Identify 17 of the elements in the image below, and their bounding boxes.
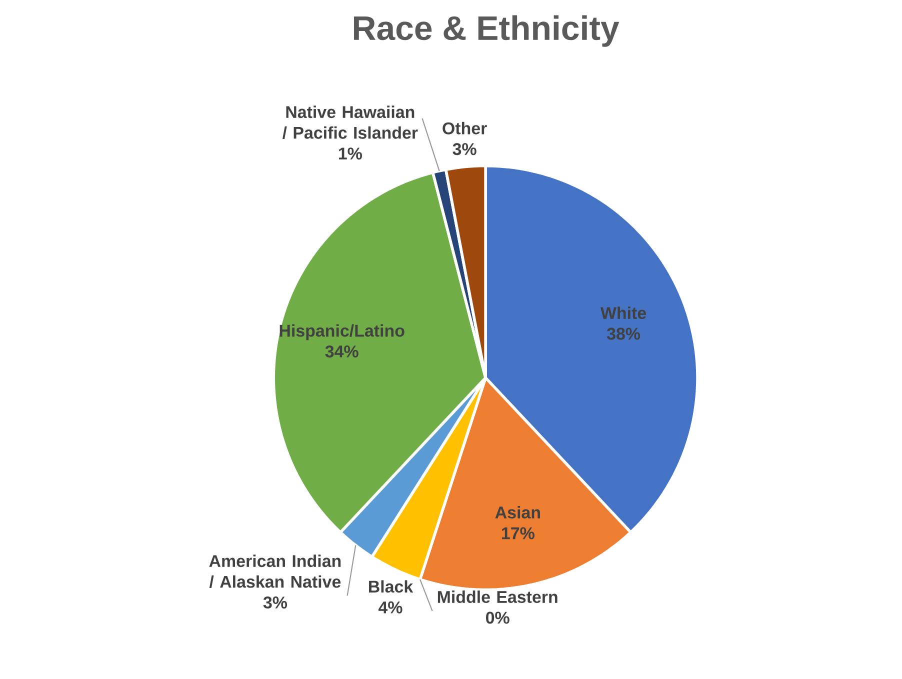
data-label: 3% [263,596,288,608]
slice-label: Native Hawaiian / Pacific Islander [282,106,418,139]
slice-label: Black [369,580,414,593]
data-label: 3% [452,142,476,155]
data-label: 4% [378,601,402,614]
slice-label: Hispanic/Latino [280,324,404,340]
chart-title: Race & Ethnicity [354,15,620,47]
text: 0% [486,612,510,624]
data-label: 1% [338,147,362,160]
data-label: 34% [325,345,358,358]
data-label: 38% [606,328,640,340]
slice-label: Other [442,122,487,134]
slice-label: American Indian / Alaskan Native [209,554,341,588]
data-label: 17% [502,527,534,540]
slice-label: Asian [495,506,540,518]
slice-label: White [600,306,646,319]
legend-label: Middle Eastern [438,590,558,603]
